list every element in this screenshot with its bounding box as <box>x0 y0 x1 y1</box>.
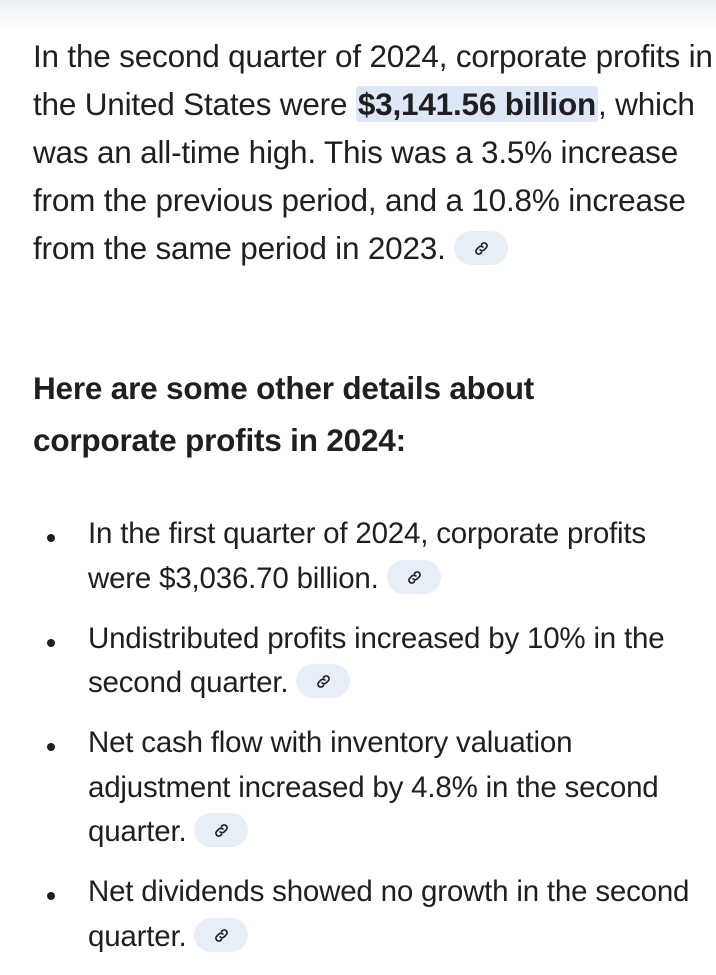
list-item: Net cash flow with inventory valuation a… <box>33 721 716 855</box>
link-icon <box>407 570 421 584</box>
list-item-text: Net cash flow with inventory valuation a… <box>88 726 659 848</box>
top-fade <box>0 0 716 30</box>
source-link-chip[interactable] <box>194 917 249 952</box>
list-item-text: Undistributed profits increased by 10% i… <box>88 621 665 700</box>
source-link-chip[interactable] <box>386 559 441 594</box>
intro-text-before: In the second quarter of 2024, corporate… <box>33 38 713 122</box>
highlighted-value[interactable]: $3,141.56 billion <box>355 86 599 122</box>
list-item: Undistributed profits increased by 10% i… <box>33 617 716 706</box>
source-link-chip[interactable] <box>453 231 508 265</box>
list-item-text: In the first quarter of 2024, corporate … <box>88 517 646 595</box>
bullet-dot <box>47 892 55 900</box>
intro-paragraph: In the second quarter of 2024, corporate… <box>33 32 716 272</box>
bullet-dot <box>47 534 55 542</box>
list-item-text: Net dividends showed no growth in the se… <box>88 875 690 953</box>
section-heading: Here are some other details about corpor… <box>33 370 535 458</box>
response-content: In the second quarter of 2024, corporate… <box>33 32 716 953</box>
link-icon <box>215 824 229 837</box>
details-list: In the first quarter of 2024, corporate … <box>33 512 716 975</box>
link-icon <box>215 928 229 942</box>
link-icon <box>317 675 331 688</box>
link-icon <box>474 242 488 255</box>
bullet-dot <box>47 743 55 751</box>
source-link-chip[interactable] <box>194 813 249 847</box>
bullet-dot <box>47 638 55 647</box>
source-link-chip[interactable] <box>296 664 351 698</box>
list-item: Net dividends showed no growth in the se… <box>33 870 716 959</box>
intro-text-after: , which was an all-time high. This was a… <box>33 86 695 266</box>
list-item: In the first quarter of 2024, corporate … <box>33 512 716 601</box>
